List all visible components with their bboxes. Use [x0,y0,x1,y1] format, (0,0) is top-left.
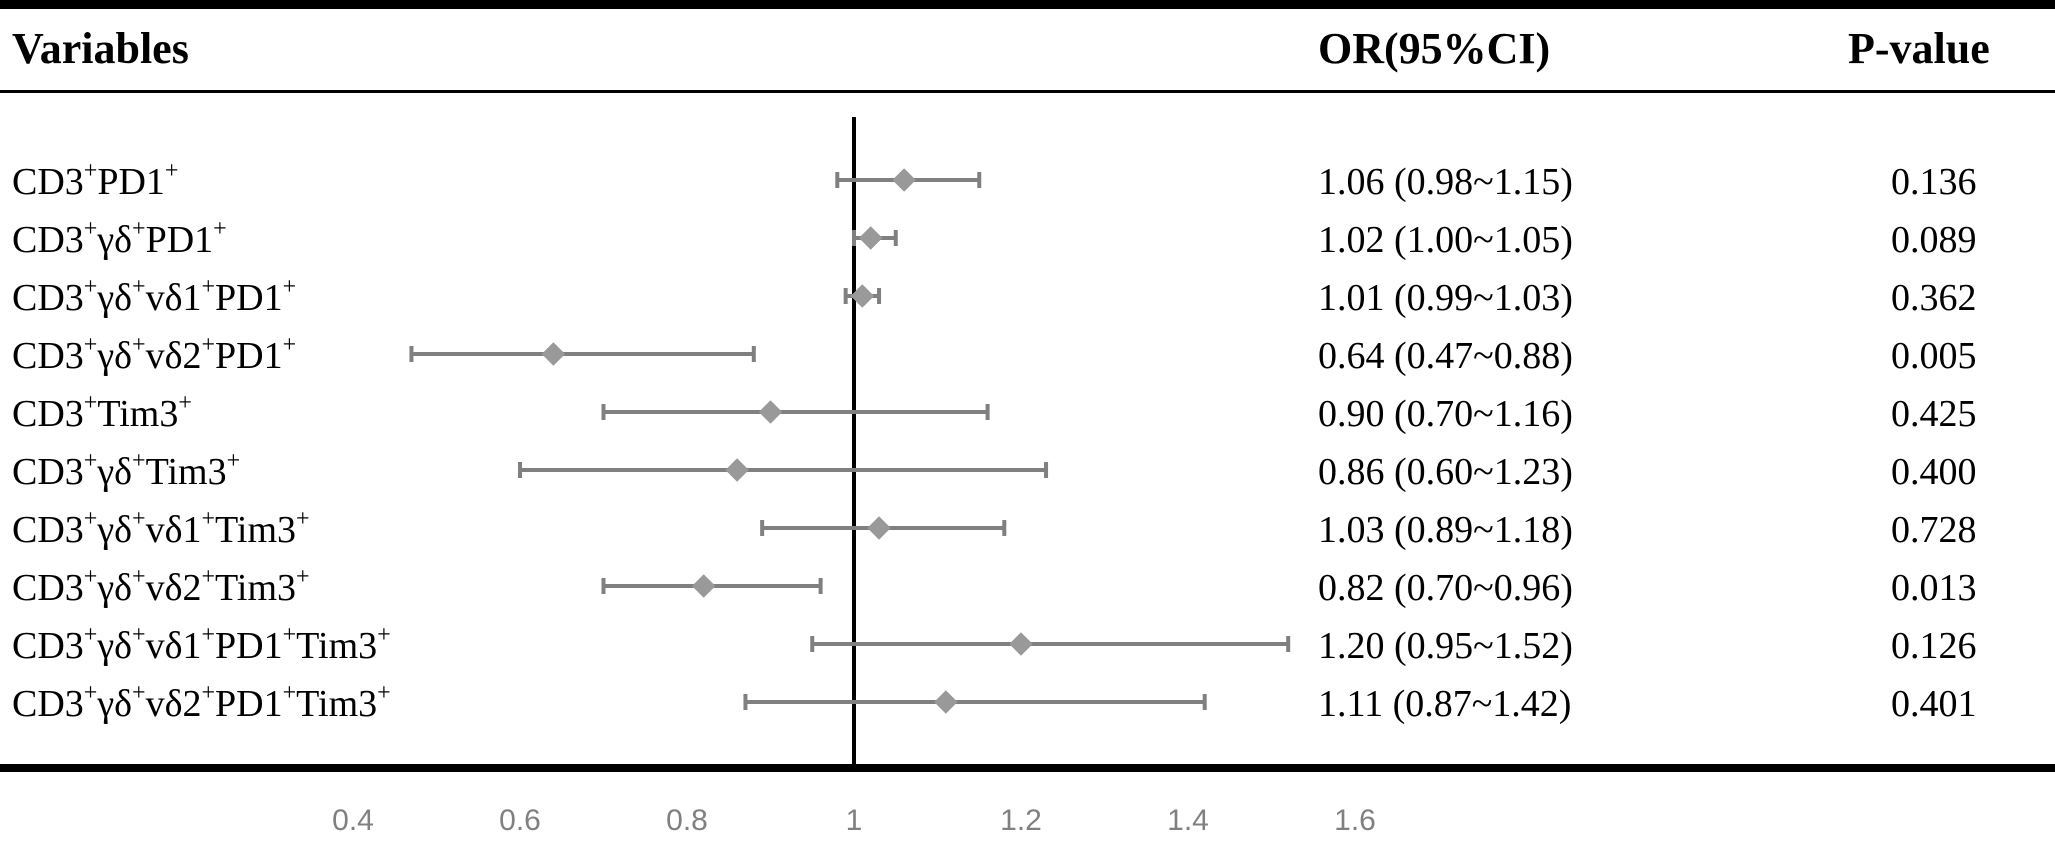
or-ci-value: 1.11 (0.87~1.42) [1318,683,1571,725]
header-variables: Variables [12,24,189,73]
p-value: 0.013 [1891,567,1977,609]
header-or-ci: OR(95%CI) [1318,24,1550,73]
or-ci-value: 0.86 (0.60~1.23) [1318,451,1573,493]
or-ci-value: 1.06 (0.98~1.15) [1318,161,1573,203]
or-marker [541,342,566,366]
row-label: CD3+γδ+vδ1+PD1+Tim3+ [12,622,391,667]
or-ci-value: 1.03 (0.89~1.18) [1318,509,1573,551]
x-tick-label: 1 [846,804,863,837]
x-tick-label: 0.8 [666,804,708,837]
p-value: 0.401 [1891,683,1977,725]
p-value: 0.400 [1891,451,1977,493]
or-marker [850,284,875,308]
row-label: CD3+γδ+vδ1+PD1+ [12,274,296,319]
or-marker [892,168,916,192]
or-ci-value: 1.02 (1.00~1.05) [1318,219,1573,261]
p-value: 0.089 [1891,219,1977,261]
or-marker [725,458,749,482]
or-marker [691,574,716,598]
row-label: CD3+PD1+ [12,158,178,203]
x-tick-label: 0.4 [332,804,374,837]
p-value: 0.362 [1891,277,1977,319]
p-value: 0.425 [1891,393,1977,435]
p-value: 0.005 [1891,335,1977,377]
plot-layer [409,117,1291,768]
top-rule [0,0,2055,9]
ci-whisker [409,346,756,362]
x-tick-label: 1.2 [1000,804,1042,837]
or-ci-value: 0.64 (0.47~0.88) [1318,335,1573,377]
ci-whisker [743,694,1207,710]
p-value: 0.728 [1891,509,1977,551]
or-marker [758,400,783,424]
x-tick-label: 1.6 [1334,804,1376,837]
x-tick-label: 1.4 [1167,804,1209,837]
bottom-rule [0,764,2055,772]
row-label: CD3+γδ+vδ1+Tim3+ [12,506,310,551]
ci-whisker [518,462,1049,478]
row-label: CD3+γδ+vδ2+Tim3+ [12,564,310,609]
p-value: 0.136 [1891,161,1977,203]
or-ci-value: 0.90 (0.70~1.16) [1318,393,1573,435]
ci-whisker [810,636,1291,652]
row-label: CD3+γδ+PD1+ [12,216,227,261]
row-label: CD3+Tim3+ [12,390,192,435]
or-marker [1009,632,1033,656]
x-tick-label: 0.6 [499,804,541,837]
rows-layer: CD3+PD1+ 1.06 (0.98~1.15) 0.136 CD3+γδ+PD1+… [12,158,1977,725]
x-axis: 0.4 0.6 0.8 1 1.2 1.4 1.6 [332,804,1376,837]
or-marker [934,690,958,714]
or-ci-value: 1.20 (0.95~1.52) [1318,625,1573,667]
row-label: CD3+γδ+Tim3+ [12,448,240,493]
or-ci-value: 1.01 (0.99~1.03) [1318,277,1573,319]
header-rule [0,90,2055,93]
p-value: 0.126 [1891,625,1977,667]
or-ci-value: 0.82 (0.70~0.96) [1318,567,1573,609]
or-marker [867,516,891,540]
or-marker [858,226,883,250]
ci-whisker [601,404,990,420]
row-label: CD3+γδ+vδ2+PD1+Tim3+ [12,680,391,725]
row-label: CD3+γδ+vδ2+PD1+ [12,332,296,377]
header-p-value: P-value [1848,24,1990,73]
